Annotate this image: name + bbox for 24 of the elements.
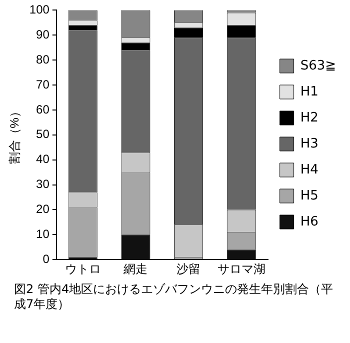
legend-label: H3 (300, 136, 318, 152)
y-tick-label: 100 (29, 2, 50, 17)
legend-label: S63≧ (300, 58, 336, 74)
y-tick-label: 60 (36, 102, 50, 116)
y-tick-label: 70 (36, 77, 50, 92)
y-tick-label: 20 (36, 202, 50, 216)
y-tick-label: 80 (36, 52, 50, 66)
x-tick-label: 沙留 (176, 262, 201, 276)
legend-label: H4 (300, 162, 318, 178)
legend-label: H6 (300, 214, 318, 230)
legend-label: H2 (300, 110, 318, 126)
y-tick-label: 30 (36, 177, 50, 192)
y-tick-label: 50 (36, 127, 50, 142)
text: 図2 管内4地区におけるエゾバフンウニの発生年別割合（平成7年度） (13, 281, 334, 312)
y-tick-label: 0 (42, 252, 50, 266)
y-tick-label: 90 (36, 27, 50, 42)
x-tick-label: サロマ湖 (217, 262, 266, 276)
x-tick-label: ウトロ (64, 262, 101, 276)
y-axis-title: 割合（%） (8, 106, 22, 164)
legend-label: H5 (300, 188, 318, 204)
legend-label: H1 (300, 84, 318, 100)
y-tick-label: 10 (36, 226, 50, 241)
y-tick-label: 40 (36, 152, 50, 166)
x-tick-label: 網走 (122, 262, 148, 276)
